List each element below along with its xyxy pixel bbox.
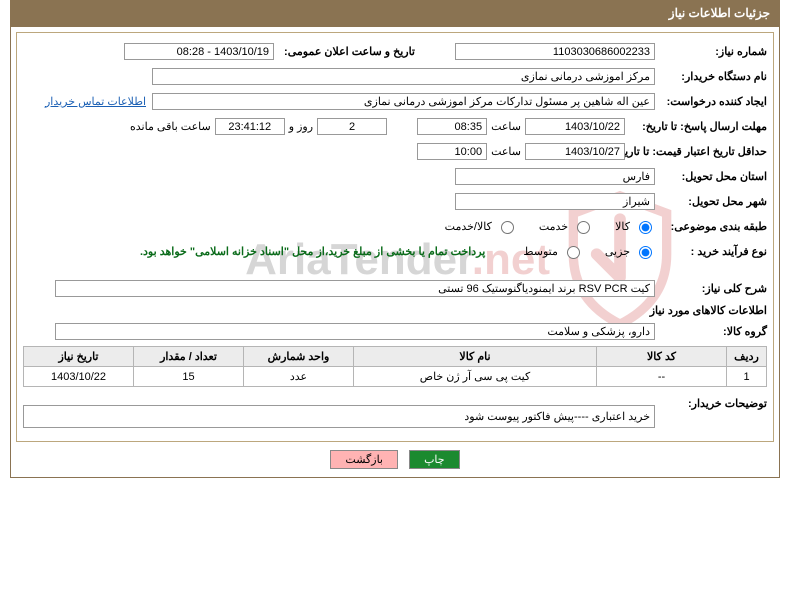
table-header: ردیف <box>727 347 767 367</box>
table-cell: -- <box>597 367 727 387</box>
radio-both-label: کالا/خدمت <box>445 220 492 233</box>
table-cell: 1403/10/22 <box>24 367 134 387</box>
row-need-no: شماره نیاز: 1103030686002233 تاریخ و ساع… <box>23 41 767 61</box>
notes-label: توضیحات خریدار: <box>655 397 767 410</box>
remain-label: ساعت باقی مانده <box>126 120 215 133</box>
row-group: گروه کالا: دارو، پزشکی و سلامت <box>23 321 767 341</box>
days-and-label: روز و <box>285 120 317 133</box>
back-button[interactable]: بازگشت <box>330 450 398 469</box>
buyer-org-label: نام دستگاه خریدار: <box>655 70 767 83</box>
radio-medium-label: متوسط <box>523 245 558 258</box>
row-desc: شرح کلی نیاز: کیت RSV PCR برند ایمنودیاگ… <box>23 278 767 298</box>
need-no-field: 1103030686002233 <box>455 43 655 60</box>
announce-label: تاریخ و ساعت اعلان عمومی: <box>280 45 415 58</box>
table-header: کد کالا <box>597 347 727 367</box>
city-label: شهر محل تحویل: <box>655 195 767 208</box>
table-cell: 1 <box>727 367 767 387</box>
row-creator: ایجاد کننده درخواست: عین اله شاهین پر مس… <box>23 91 767 111</box>
radio-service[interactable] <box>577 221 590 234</box>
row-buyer-org: نام دستگاه خریدار: مرکز اموزشی درمانی نم… <box>23 66 767 86</box>
table-header: تعداد / مقدار <box>134 347 244 367</box>
category-radios: کالا خدمت کالا/خدمت <box>427 218 655 234</box>
days-field: 2 <box>317 118 387 135</box>
deadline-time-field: 08:35 <box>417 118 487 135</box>
table-row: 1--کیت پی سی آر ژن خاصعدد151403/10/22 <box>24 367 767 387</box>
contact-link[interactable]: اطلاعات تماس خریدار <box>45 95 146 108</box>
table-cell: عدد <box>244 367 354 387</box>
announce-field: 1403/10/19 - 08:28 <box>124 43 274 60</box>
radio-medium[interactable] <box>567 246 580 259</box>
row-province: استان محل تحویل: فارس <box>23 166 767 186</box>
main-container: شماره نیاز: 1103030686002233 تاریخ و ساع… <box>10 26 780 478</box>
radio-goods[interactable] <box>639 221 652 234</box>
group-field: دارو، پزشکی و سلامت <box>55 323 655 340</box>
print-button[interactable]: چاپ <box>409 450 460 469</box>
need-no-label: شماره نیاز: <box>655 45 767 58</box>
remain-time-field: 23:41:12 <box>215 118 285 135</box>
goods-section-title: اطلاعات کالاهای مورد نیاز <box>23 304 767 317</box>
creator-field: عین اله شاهین پر مسئول تدارکات مرکز اموز… <box>152 93 655 110</box>
process-label: نوع فرآیند خرید : <box>655 245 767 258</box>
form-box: شماره نیاز: 1103030686002233 تاریخ و ساع… <box>16 32 774 442</box>
validity-time-field: 10:00 <box>417 143 487 160</box>
page-header: جزئیات اطلاعات نیاز <box>10 0 780 26</box>
radio-both[interactable] <box>501 221 514 234</box>
page-title: جزئیات اطلاعات نیاز <box>669 6 770 20</box>
province-field: فارس <box>455 168 655 185</box>
radio-partial[interactable] <box>639 246 652 259</box>
row-notes: توضیحات خریدار: خرید اعتباری ----پیش فاک… <box>23 397 767 428</box>
table-cell: کیت پی سی آر ژن خاص <box>354 367 597 387</box>
radio-service-label: خدمت <box>539 220 568 233</box>
validity-label: حداقل تاریخ اعتبار قیمت: تا تاریخ: <box>625 145 767 158</box>
row-deadline: مهلت ارسال پاسخ: تا تاریخ: 1403/10/22 سا… <box>23 116 767 136</box>
province-label: استان محل تحویل: <box>655 170 767 183</box>
treasury-note: پرداخت تمام یا بخشی از مبلغ خرید،از محل … <box>140 245 485 258</box>
creator-label: ایجاد کننده درخواست: <box>655 95 767 108</box>
table-header: واحد شمارش <box>244 347 354 367</box>
deadline-label: مهلت ارسال پاسخ: تا تاریخ: <box>625 120 767 133</box>
desc-field: کیت RSV PCR برند ایمنودیاگنوستیک 96 تستی <box>55 280 655 297</box>
radio-partial-label: جزیی <box>605 245 630 258</box>
table-header: تاریخ نیاز <box>24 347 134 367</box>
row-process: نوع فرآیند خرید : جزیی متوسط پرداخت تمام… <box>23 241 767 261</box>
desc-label: شرح کلی نیاز: <box>655 282 767 295</box>
button-row: چاپ بازگشت <box>11 450 779 469</box>
city-field: شیراز <box>455 193 655 210</box>
category-label: طبقه بندی موضوعی: <box>655 220 767 233</box>
group-label: گروه کالا: <box>655 325 767 338</box>
process-radios: جزیی متوسط <box>505 243 655 259</box>
row-category: طبقه بندی موضوعی: کالا خدمت کالا/خدمت <box>23 216 767 236</box>
table-header: نام کالا <box>354 347 597 367</box>
table-cell: 15 <box>134 367 244 387</box>
goods-table: ردیفکد کالانام کالاواحد شمارشتعداد / مقد… <box>23 346 767 387</box>
validity-date-field: 1403/10/27 <box>525 143 625 160</box>
row-validity: حداقل تاریخ اعتبار قیمت: تا تاریخ: 1403/… <box>23 141 767 161</box>
deadline-date-field: 1403/10/22 <box>525 118 625 135</box>
buyer-org-field: مرکز اموزشی درمانی نمازی <box>152 68 655 85</box>
row-city: شهر محل تحویل: شیراز <box>23 191 767 211</box>
time-label-2: ساعت <box>487 145 525 158</box>
notes-field: خرید اعتباری ----پیش فاکتور پیوست شود <box>23 405 655 428</box>
time-label-1: ساعت <box>487 120 525 133</box>
radio-goods-label: کالا <box>615 220 630 233</box>
